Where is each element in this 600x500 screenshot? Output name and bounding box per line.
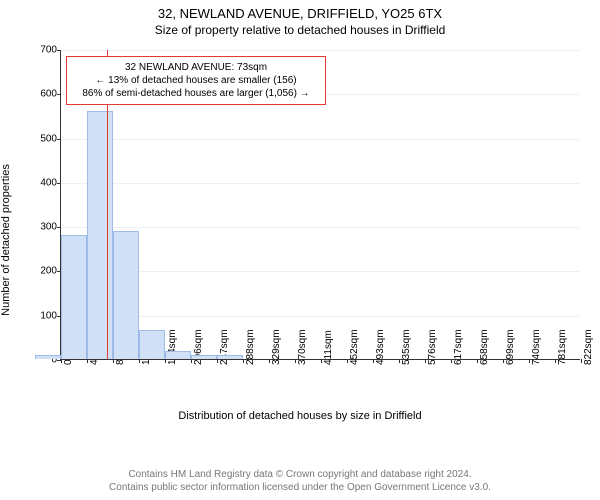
footer-line-1: Contains HM Land Registry data © Crown c… [0,468,600,481]
y-axis-label: Number of detached properties [0,164,12,316]
x-tick-label: 370sqm [297,329,308,365]
x-tick-mark [373,359,374,363]
x-tick-label: 206sqm [193,329,204,365]
callout-line-1: 32 NEWLAND AVENUE: 73sqm [75,61,317,74]
histogram-bar [139,330,165,359]
x-tick-label: 288sqm [245,329,256,365]
callout-box: 32 NEWLAND AVENUE: 73sqm ← 13% of detach… [66,56,326,105]
page-subtitle: Size of property relative to detached ho… [0,21,600,39]
x-tick-mark [87,359,88,363]
x-tick-label: 493sqm [375,329,386,365]
x-tick-label: 699sqm [505,329,516,365]
y-tick-label: 200 [40,266,61,277]
page-address: 32, NEWLAND AVENUE, DRIFFIELD, YO25 6TX [0,0,600,21]
x-tick-label: 164sqm [167,329,178,365]
gridline [61,50,580,51]
x-tick-mark [113,359,114,363]
histogram-bar [61,235,87,359]
callout-line-3: 86% of semi-detached houses are larger (… [75,87,317,100]
histogram-bar [113,231,139,359]
x-axis-label: Distribution of detached houses by size … [0,410,600,422]
histogram-bar [217,355,243,359]
y-tick-label: 600 [40,89,61,100]
gridline [61,227,580,228]
y-tick-label: 700 [40,45,61,56]
gridline [61,271,580,272]
x-tick-label: 411sqm [323,330,334,365]
histogram-bar [87,111,113,359]
histogram-bar [165,351,191,359]
x-tick-mark [529,359,530,363]
x-tick-mark [61,359,62,363]
y-tick-label: 500 [40,133,61,144]
histogram-bar [35,355,61,359]
chart-container: Number of detached properties 0100200300… [0,42,600,437]
callout-line-2: ← 13% of detached houses are smaller (15… [75,74,317,87]
x-tick-label: 822sqm [583,329,594,365]
x-tick-label: 740sqm [531,329,542,365]
x-tick-label: 658sqm [479,329,490,365]
x-tick-label: 617sqm [453,329,464,365]
histogram-bar [191,355,217,359]
x-tick-mark [139,359,140,363]
x-tick-mark [269,359,270,363]
x-tick-mark [347,359,348,363]
x-tick-label: 781sqm [557,329,568,365]
y-tick-label: 400 [40,177,61,188]
gridline [61,183,580,184]
x-tick-mark [321,359,322,363]
x-tick-label: 329sqm [271,329,282,365]
gridline [61,316,580,317]
footer-line-2: Contains public sector information licen… [0,481,600,494]
x-tick-label: 535sqm [401,329,412,365]
x-tick-mark [581,359,582,363]
y-tick-label: 100 [40,310,61,321]
x-tick-mark [555,359,556,363]
footer: Contains HM Land Registry data © Crown c… [0,468,600,494]
x-tick-mark [295,359,296,363]
x-tick-mark [165,359,166,363]
x-tick-label: 452sqm [349,329,360,365]
x-tick-label: 576sqm [427,329,438,365]
x-tick-label: 247sqm [219,329,230,365]
gridline [61,139,580,140]
y-tick-label: 300 [40,222,61,233]
